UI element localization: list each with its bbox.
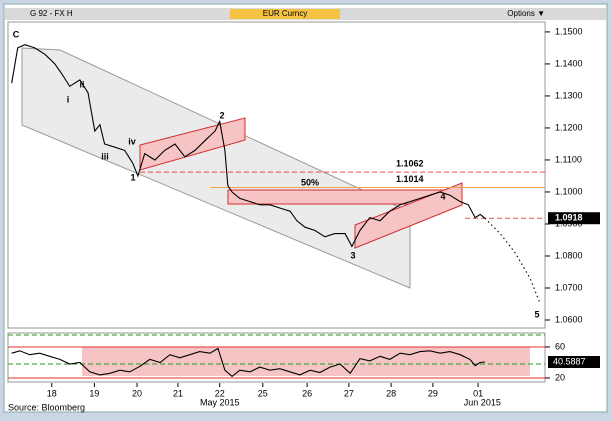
level-label: 1.1014 — [396, 174, 424, 184]
y-tick-label: 1.0700 — [555, 282, 583, 292]
price-tag — [548, 212, 600, 225]
flag-box — [139, 117, 246, 171]
series-line — [11, 44, 486, 248]
x-group-label: May 2015 — [200, 397, 240, 407]
y-tick-label: 1.1300 — [555, 90, 583, 100]
x-group-label: Jun 2015 — [464, 397, 501, 407]
x-tick-label: 29 — [428, 388, 438, 398]
wave-label: iii — [101, 151, 109, 161]
wave-label: ii — [79, 79, 84, 89]
y-tick-label: 1.1100 — [555, 154, 582, 164]
source: Source: Bloomberg — [8, 402, 85, 412]
wave-label: 3 — [350, 250, 355, 260]
y-tick-label: 1.0600 — [555, 314, 583, 324]
wave-label: 2 — [219, 110, 224, 120]
security-box — [230, 9, 340, 19]
y-tick-label: 1.1200 — [555, 122, 583, 132]
wave-label: 1 — [130, 172, 135, 182]
y-tick-label: 1.1500 — [555, 26, 583, 36]
x-tick-label: 19 — [89, 388, 99, 398]
wave-label: 5 — [534, 309, 539, 319]
x-tick-label: 01 — [473, 388, 483, 398]
y-tick-label: 60 — [555, 341, 565, 351]
header-center: EUR Curncy — [263, 9, 307, 18]
wave-label: C — [13, 29, 20, 39]
x-tick-label: 28 — [386, 388, 396, 398]
channel — [21, 47, 411, 289]
x-tick-label: 21 — [173, 388, 183, 398]
wave-label: 4 — [440, 191, 445, 201]
header-left: G 92 - FX H — [30, 9, 73, 18]
value-tag — [548, 356, 600, 369]
y-tick-label: 1.1000 — [555, 186, 583, 196]
level-label: 1.1062 — [396, 158, 424, 168]
series-line — [484, 217, 541, 305]
x-tick-label: 26 — [302, 388, 312, 398]
header-options[interactable]: Options ▼ — [507, 9, 545, 18]
wave-label: iv — [128, 136, 136, 146]
x-tick-label: 20 — [132, 388, 142, 398]
x-tick-label: 25 — [258, 388, 268, 398]
wave-label: i — [67, 94, 70, 104]
x-tick-label: 22 — [215, 388, 225, 398]
y-tick-label: 1.1400 — [555, 58, 583, 68]
price-tag-label: 1.0918 — [555, 213, 583, 223]
x-tick-label: 27 — [344, 388, 354, 398]
y-tick-label: 20 — [555, 372, 565, 382]
value-tag-label: 40.5887 — [553, 356, 586, 366]
x-tick-label: 18 — [47, 388, 57, 398]
series-line — [11, 347, 485, 378]
y-tick-label: 1.0800 — [555, 250, 583, 260]
wave-label: 50% — [301, 177, 319, 187]
